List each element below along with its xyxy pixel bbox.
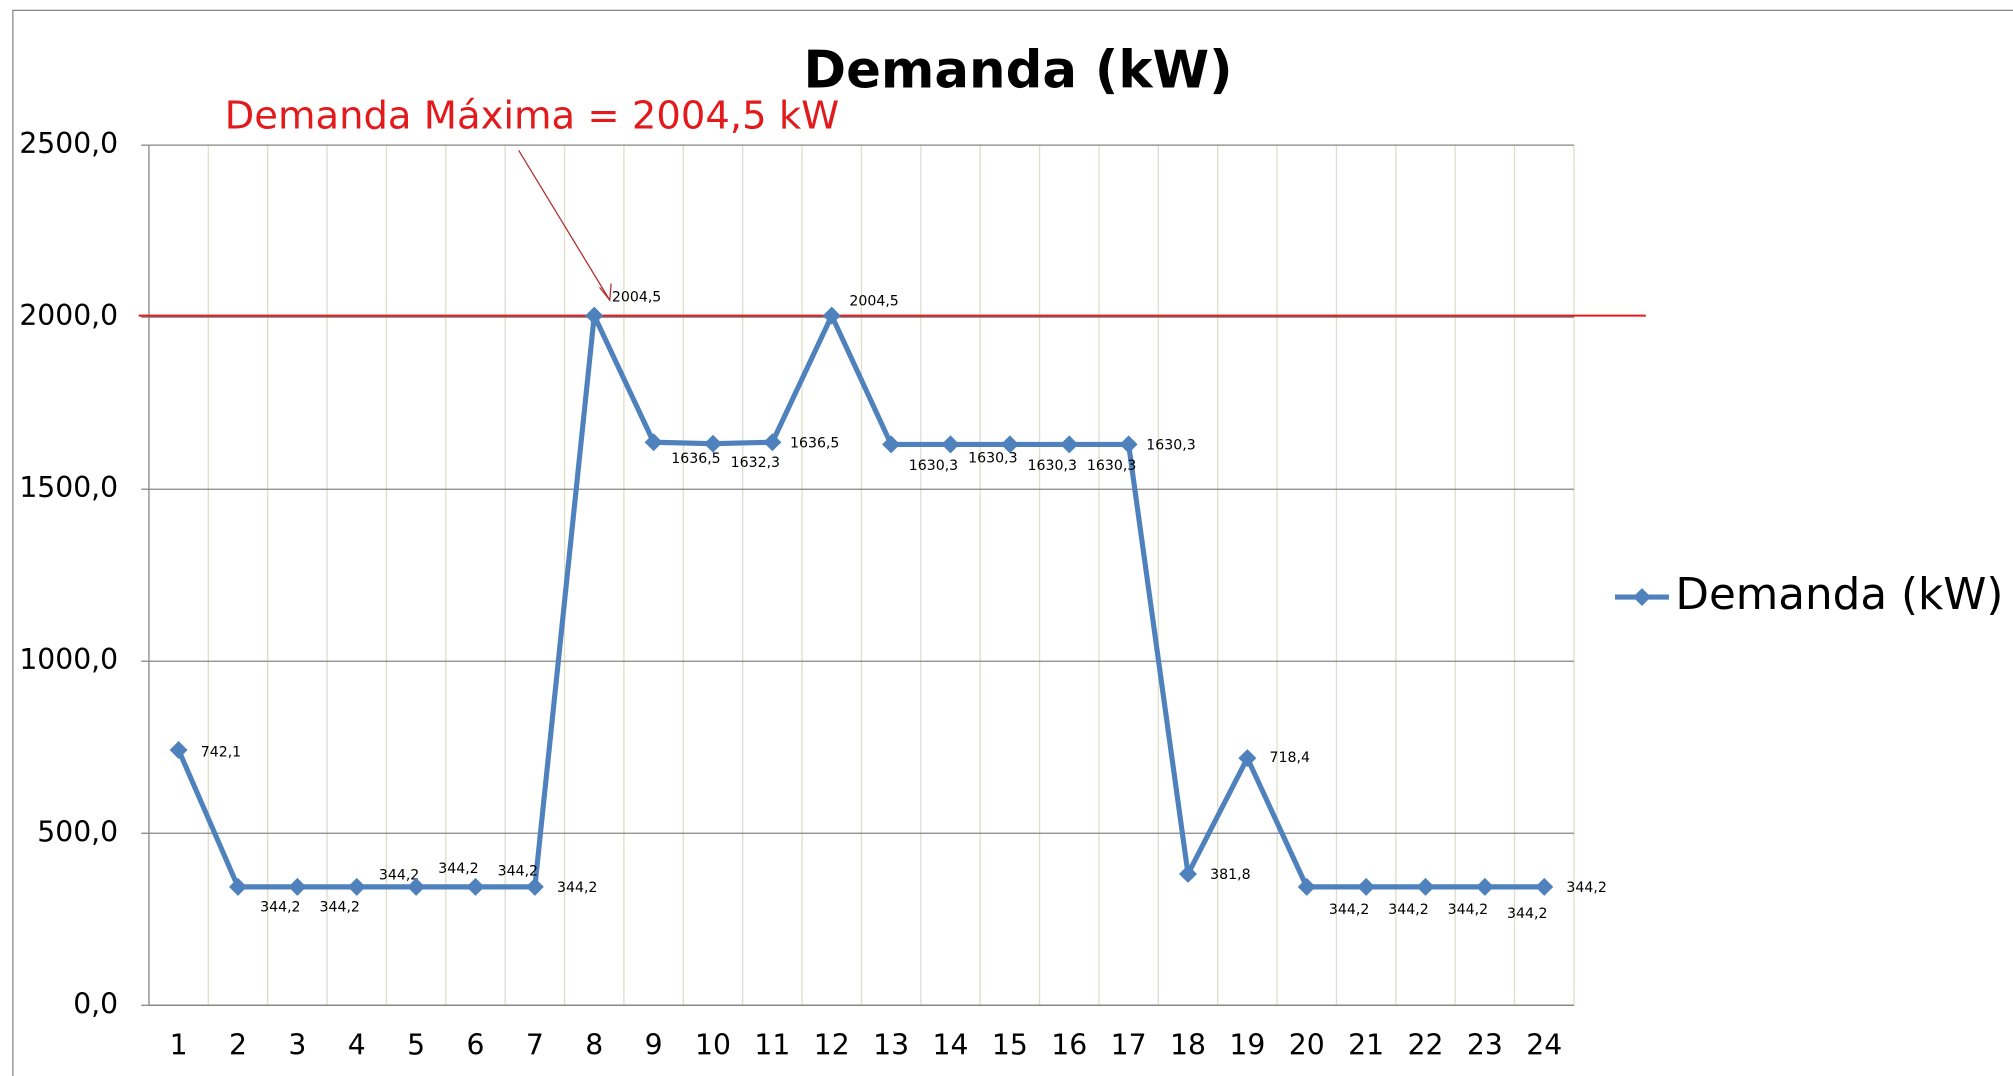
data-label: 344,2 (1329, 902, 1369, 918)
point-marker (347, 877, 366, 896)
point-marker (1475, 877, 1494, 896)
x-tick-label: 18 (1170, 1028, 1206, 1061)
x-tick-label: 16 (1051, 1028, 1087, 1061)
x-tick-label: 6 (467, 1028, 485, 1061)
point-marker (941, 435, 960, 454)
point-marker (882, 435, 901, 454)
x-tick-label: 23 (1467, 1028, 1503, 1061)
annotation-arrowhead (599, 283, 612, 302)
point-marker (407, 877, 426, 896)
chart-border (12, 9, 2013, 1076)
x-tick-label: 19 (1229, 1028, 1265, 1061)
data-label: 344,2 (320, 899, 360, 915)
x-tick-label: 17 (1111, 1028, 1147, 1061)
point-marker (1416, 877, 1435, 896)
y-tick-label: 1000,0 (19, 643, 118, 676)
data-label: 1630,3 (1028, 458, 1077, 474)
x-tick-label: 11 (754, 1028, 790, 1061)
x-tick-label: 13 (873, 1028, 909, 1061)
data-label: 718,4 (1270, 750, 1310, 766)
point-marker (1357, 877, 1376, 896)
data-label: 1636,5 (671, 451, 720, 467)
data-label: 1636,5 (790, 436, 839, 452)
data-label: 344,2 (1507, 906, 1547, 922)
data-label: 344,2 (498, 863, 538, 879)
data-label: 344,2 (557, 880, 597, 896)
x-tick-label: 14 (933, 1028, 969, 1061)
point-marker (704, 434, 722, 453)
x-tick-label: 4 (348, 1028, 366, 1061)
point-marker (228, 877, 247, 896)
series-line (176, 313, 1545, 890)
point-marker (1119, 435, 1138, 454)
data-label: 344,2 (260, 899, 300, 915)
data-label: 2004,5 (849, 294, 898, 310)
point-marker (763, 433, 782, 452)
x-tick-label: 22 (1408, 1028, 1444, 1061)
data-label: 742,1 (201, 745, 241, 761)
data-label: 1630,3 (1146, 438, 1195, 454)
y-tick-label: 1500,0 (19, 471, 118, 504)
x-tick-label: 8 (585, 1028, 603, 1061)
point-marker (644, 433, 663, 452)
data-label: 2004,5 (612, 290, 661, 306)
data-label: 1630,3 (968, 451, 1017, 467)
data-label: 344,2 (438, 861, 478, 877)
x-tick-label: 24 (1526, 1028, 1562, 1061)
data-label: 344,2 (379, 867, 419, 883)
x-tick-label: 5 (407, 1028, 425, 1061)
point-marker (1238, 749, 1257, 768)
data-label: 1632,3 (731, 455, 780, 471)
y-tick-label: 500,0 (37, 815, 118, 848)
data-label: 381,8 (1210, 867, 1250, 883)
data-label: 344,2 (1388, 902, 1428, 918)
y-tick-label: 2000,0 (19, 299, 118, 332)
data-label: 344,2 (1448, 902, 1488, 918)
y-tick-label: 2500,0 (19, 127, 118, 160)
data-label: 1630,3 (1087, 458, 1136, 474)
chart-title: Demanda (kW) (803, 40, 1232, 100)
point-marker (288, 877, 307, 896)
data-label: 344,2 (1566, 880, 1606, 896)
point-marker (466, 877, 485, 896)
x-tick-label: 21 (1348, 1028, 1384, 1061)
x-tick-label: 12 (814, 1028, 850, 1061)
annotation-arrow (518, 149, 611, 301)
legend-label: Demanda (kW) (1675, 569, 2003, 620)
x-tick-label: 7 (526, 1028, 544, 1061)
x-tick-label: 2 (229, 1028, 247, 1061)
y-tick-label: 0,0 (73, 987, 118, 1020)
annotation-text: Demanda Máxima = 2004,5 kW (225, 94, 840, 139)
x-tick-label: 1 (170, 1028, 188, 1061)
x-tick-label: 15 (992, 1028, 1028, 1061)
point-marker (1535, 877, 1554, 896)
data-label: 1630,3 (909, 458, 958, 474)
point-marker (1000, 435, 1019, 454)
point-marker (169, 740, 188, 759)
x-tick-label: 10 (695, 1028, 731, 1061)
x-tick-label: 3 (288, 1028, 306, 1061)
x-tick-label: 9 (645, 1028, 663, 1061)
x-tick-label: 20 (1289, 1028, 1325, 1061)
